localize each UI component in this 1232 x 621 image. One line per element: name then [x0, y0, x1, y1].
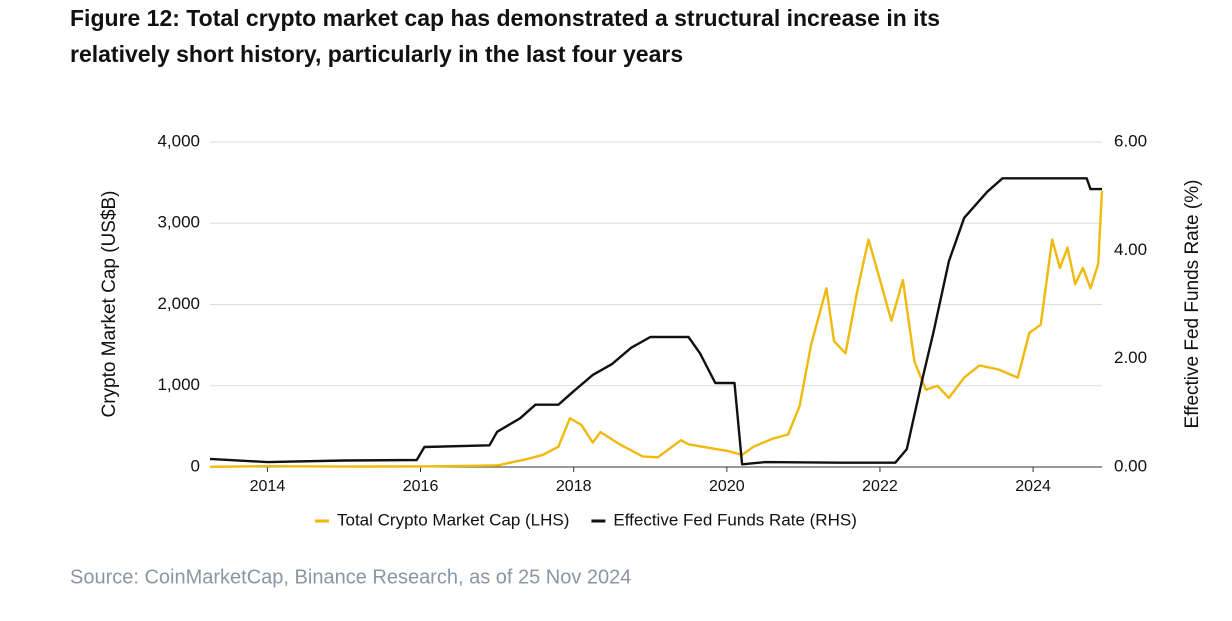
legend-label: Total Crypto Market Cap (LHS): [337, 510, 569, 529]
y2-tick-label: 6.00: [1114, 131, 1147, 150]
source: Source: CoinMarketCap, Binance Research,…: [70, 566, 631, 588]
series-line: [209, 190, 1104, 468]
x-tick-label: 2020: [709, 478, 745, 495]
x-tick-label: 2018: [556, 478, 592, 495]
x-tick-label: 2022: [862, 478, 898, 495]
y-tick-label: 4,000: [157, 131, 200, 150]
y2-axis-label: Effective Fed Funds Rate (%): [1182, 180, 1203, 429]
y-tick-label: 1,000: [157, 375, 200, 394]
y-tick-label: 2,000: [157, 294, 200, 313]
y2-tick-label: 4.00: [1114, 240, 1147, 259]
y-tick-label: 0: [191, 456, 200, 475]
y2-tick-label: 0.00: [1114, 456, 1147, 475]
x-tick-label: 2014: [250, 478, 286, 495]
x-tick-label: 2024: [1015, 478, 1051, 495]
y-axis-label: Crypto Market Cap (US$B): [99, 190, 120, 417]
series-line: [209, 177, 1102, 466]
legend-label: Effective Fed Funds Rate (RHS): [613, 510, 856, 529]
chart-title: Figure 12: Total crypto market cap has d…: [70, 5, 940, 67]
y-tick-label: 3,000: [157, 213, 200, 232]
x-tick-label: 2016: [403, 478, 439, 495]
y2-tick-label: 2.00: [1114, 348, 1147, 367]
